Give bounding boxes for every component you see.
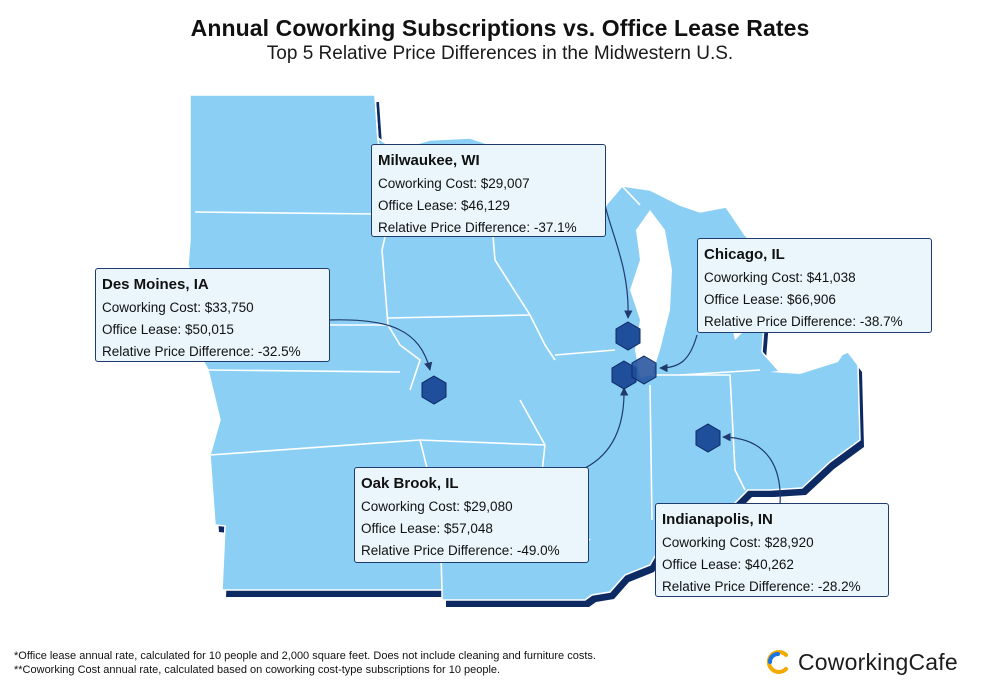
relative-price-difference: Relative Price Difference: -28.2% — [662, 579, 861, 594]
relative-price-difference: Relative Price Difference: -49.0% — [361, 543, 560, 558]
office-lease: Office Lease: $66,906 — [704, 292, 836, 307]
city-name: Indianapolis, IN — [662, 511, 773, 528]
city-name: Chicago, IL — [704, 246, 785, 263]
marker-des-moines — [421, 375, 447, 405]
marker-milwaukee — [615, 321, 641, 351]
coworking-cost: Coworking Cost: $29,007 — [378, 176, 530, 191]
coworkingcafe-c-logo-icon — [766, 650, 788, 674]
coworking-cost: Coworking Cost: $41,038 — [704, 270, 856, 285]
lake-erie — [770, 350, 846, 374]
callout-milwaukee: Milwaukee, WI Coworking Cost: $29,007 Of… — [371, 144, 606, 237]
city-markers — [421, 321, 721, 453]
relative-price-difference: Relative Price Difference: -37.1% — [378, 220, 577, 235]
callout-des-moines: Des Moines, IA Coworking Cost: $33,750 O… — [95, 268, 330, 362]
map-title: Annual Coworking Subscriptions vs. Offic… — [190, 15, 810, 41]
callout-indianapolis: Indianapolis, IN Coworking Cost: $28,920… — [655, 503, 889, 597]
office-lease: Office Lease: $57,048 — [361, 521, 493, 536]
relative-price-difference: Relative Price Difference: -38.7% — [704, 314, 903, 329]
brand-name: CoworkingCafe — [798, 648, 958, 675]
coworking-cost: Coworking Cost: $28,920 — [662, 535, 814, 550]
relative-price-difference: Relative Price Difference: -32.5% — [102, 344, 301, 359]
office-lease: Office Lease: $46,129 — [378, 198, 510, 213]
footnote-office-lease: *Office lease annual rate, calculated fo… — [14, 650, 596, 662]
arrow-oak-brook — [584, 387, 629, 469]
arrow-indianapolis — [722, 432, 781, 506]
brand-logo: CoworkingCafe — [764, 648, 958, 676]
callout-chicago: Chicago, IL Coworking Cost: $41,038 Offi… — [697, 238, 932, 333]
footnote-coworking-cost: **Coworking Cost annual rate, calculated… — [14, 664, 501, 676]
callout-oak-brook: Oak Brook, IL Coworking Cost: $29,080 Of… — [354, 467, 589, 563]
city-name: Milwaukee, WI — [378, 152, 480, 169]
city-name: Des Moines, IA — [102, 276, 209, 293]
arrow-des-moines — [327, 319, 433, 371]
marker-chicago — [631, 355, 657, 385]
arrow-milwaukee — [604, 204, 633, 319]
coworking-cost: Coworking Cost: $29,080 — [361, 499, 513, 514]
arrow-chicago — [659, 334, 698, 373]
map-subtitle: Top 5 Relative Price Differences in the … — [266, 43, 734, 64]
city-name: Oak Brook, IL — [361, 475, 459, 492]
coworking-cost: Coworking Cost: $33,750 — [102, 300, 254, 315]
marker-indianapolis — [695, 423, 721, 453]
leader-arrows — [327, 204, 781, 506]
office-lease: Office Lease: $50,015 — [102, 322, 234, 337]
office-lease: Office Lease: $40,262 — [662, 557, 794, 572]
